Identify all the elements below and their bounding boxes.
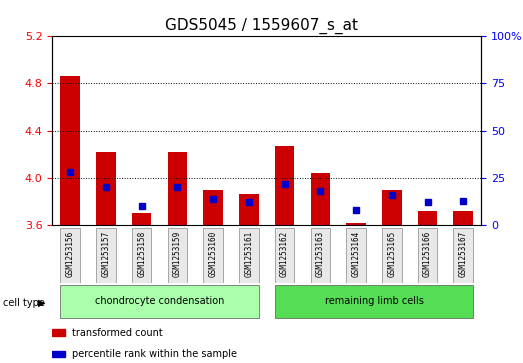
Text: GSM1253164: GSM1253164 [351,231,360,277]
Text: cell type: cell type [3,298,44,308]
Text: GSM1253161: GSM1253161 [244,231,253,277]
Bar [311,173,330,225]
Text: GSM1253157: GSM1253157 [101,231,110,277]
Text: GSM1253167: GSM1253167 [459,231,468,277]
FancyBboxPatch shape [275,285,473,318]
FancyBboxPatch shape [60,285,259,318]
Text: GSM1253159: GSM1253159 [173,231,182,277]
Bar [60,76,80,225]
FancyBboxPatch shape [132,228,152,283]
FancyBboxPatch shape [453,228,473,283]
FancyBboxPatch shape [311,228,330,283]
Text: percentile rank within the sample: percentile rank within the sample [72,349,236,359]
Text: GDS5045 / 1559607_s_at: GDS5045 / 1559607_s_at [165,18,358,34]
FancyBboxPatch shape [96,228,116,283]
Text: ▶: ▶ [38,298,45,308]
Bar [167,152,187,225]
FancyBboxPatch shape [239,228,259,283]
FancyBboxPatch shape [167,228,187,283]
Text: GSM1253156: GSM1253156 [66,231,75,277]
FancyBboxPatch shape [346,228,366,283]
Text: transformed count: transformed count [72,327,162,338]
Bar [239,195,259,225]
Bar [382,189,402,225]
FancyBboxPatch shape [418,228,437,283]
FancyBboxPatch shape [275,228,294,283]
Bar [418,211,437,225]
Bar [52,351,65,357]
Bar [96,152,116,225]
FancyBboxPatch shape [382,228,402,283]
Text: GSM1253160: GSM1253160 [209,231,218,277]
Bar [132,213,152,225]
Text: GSM1253166: GSM1253166 [423,231,432,277]
Bar [346,223,366,225]
Text: chondrocyte condensation: chondrocyte condensation [95,295,224,306]
Bar [203,189,223,225]
Text: GSM1253163: GSM1253163 [316,231,325,277]
Text: GSM1253162: GSM1253162 [280,231,289,277]
Text: GSM1253158: GSM1253158 [137,231,146,277]
Text: remaining limb cells: remaining limb cells [324,295,424,306]
Text: GSM1253165: GSM1253165 [388,231,396,277]
Bar [275,146,294,225]
Bar [52,330,65,335]
Bar [453,211,473,225]
FancyBboxPatch shape [203,228,223,283]
FancyBboxPatch shape [60,228,80,283]
